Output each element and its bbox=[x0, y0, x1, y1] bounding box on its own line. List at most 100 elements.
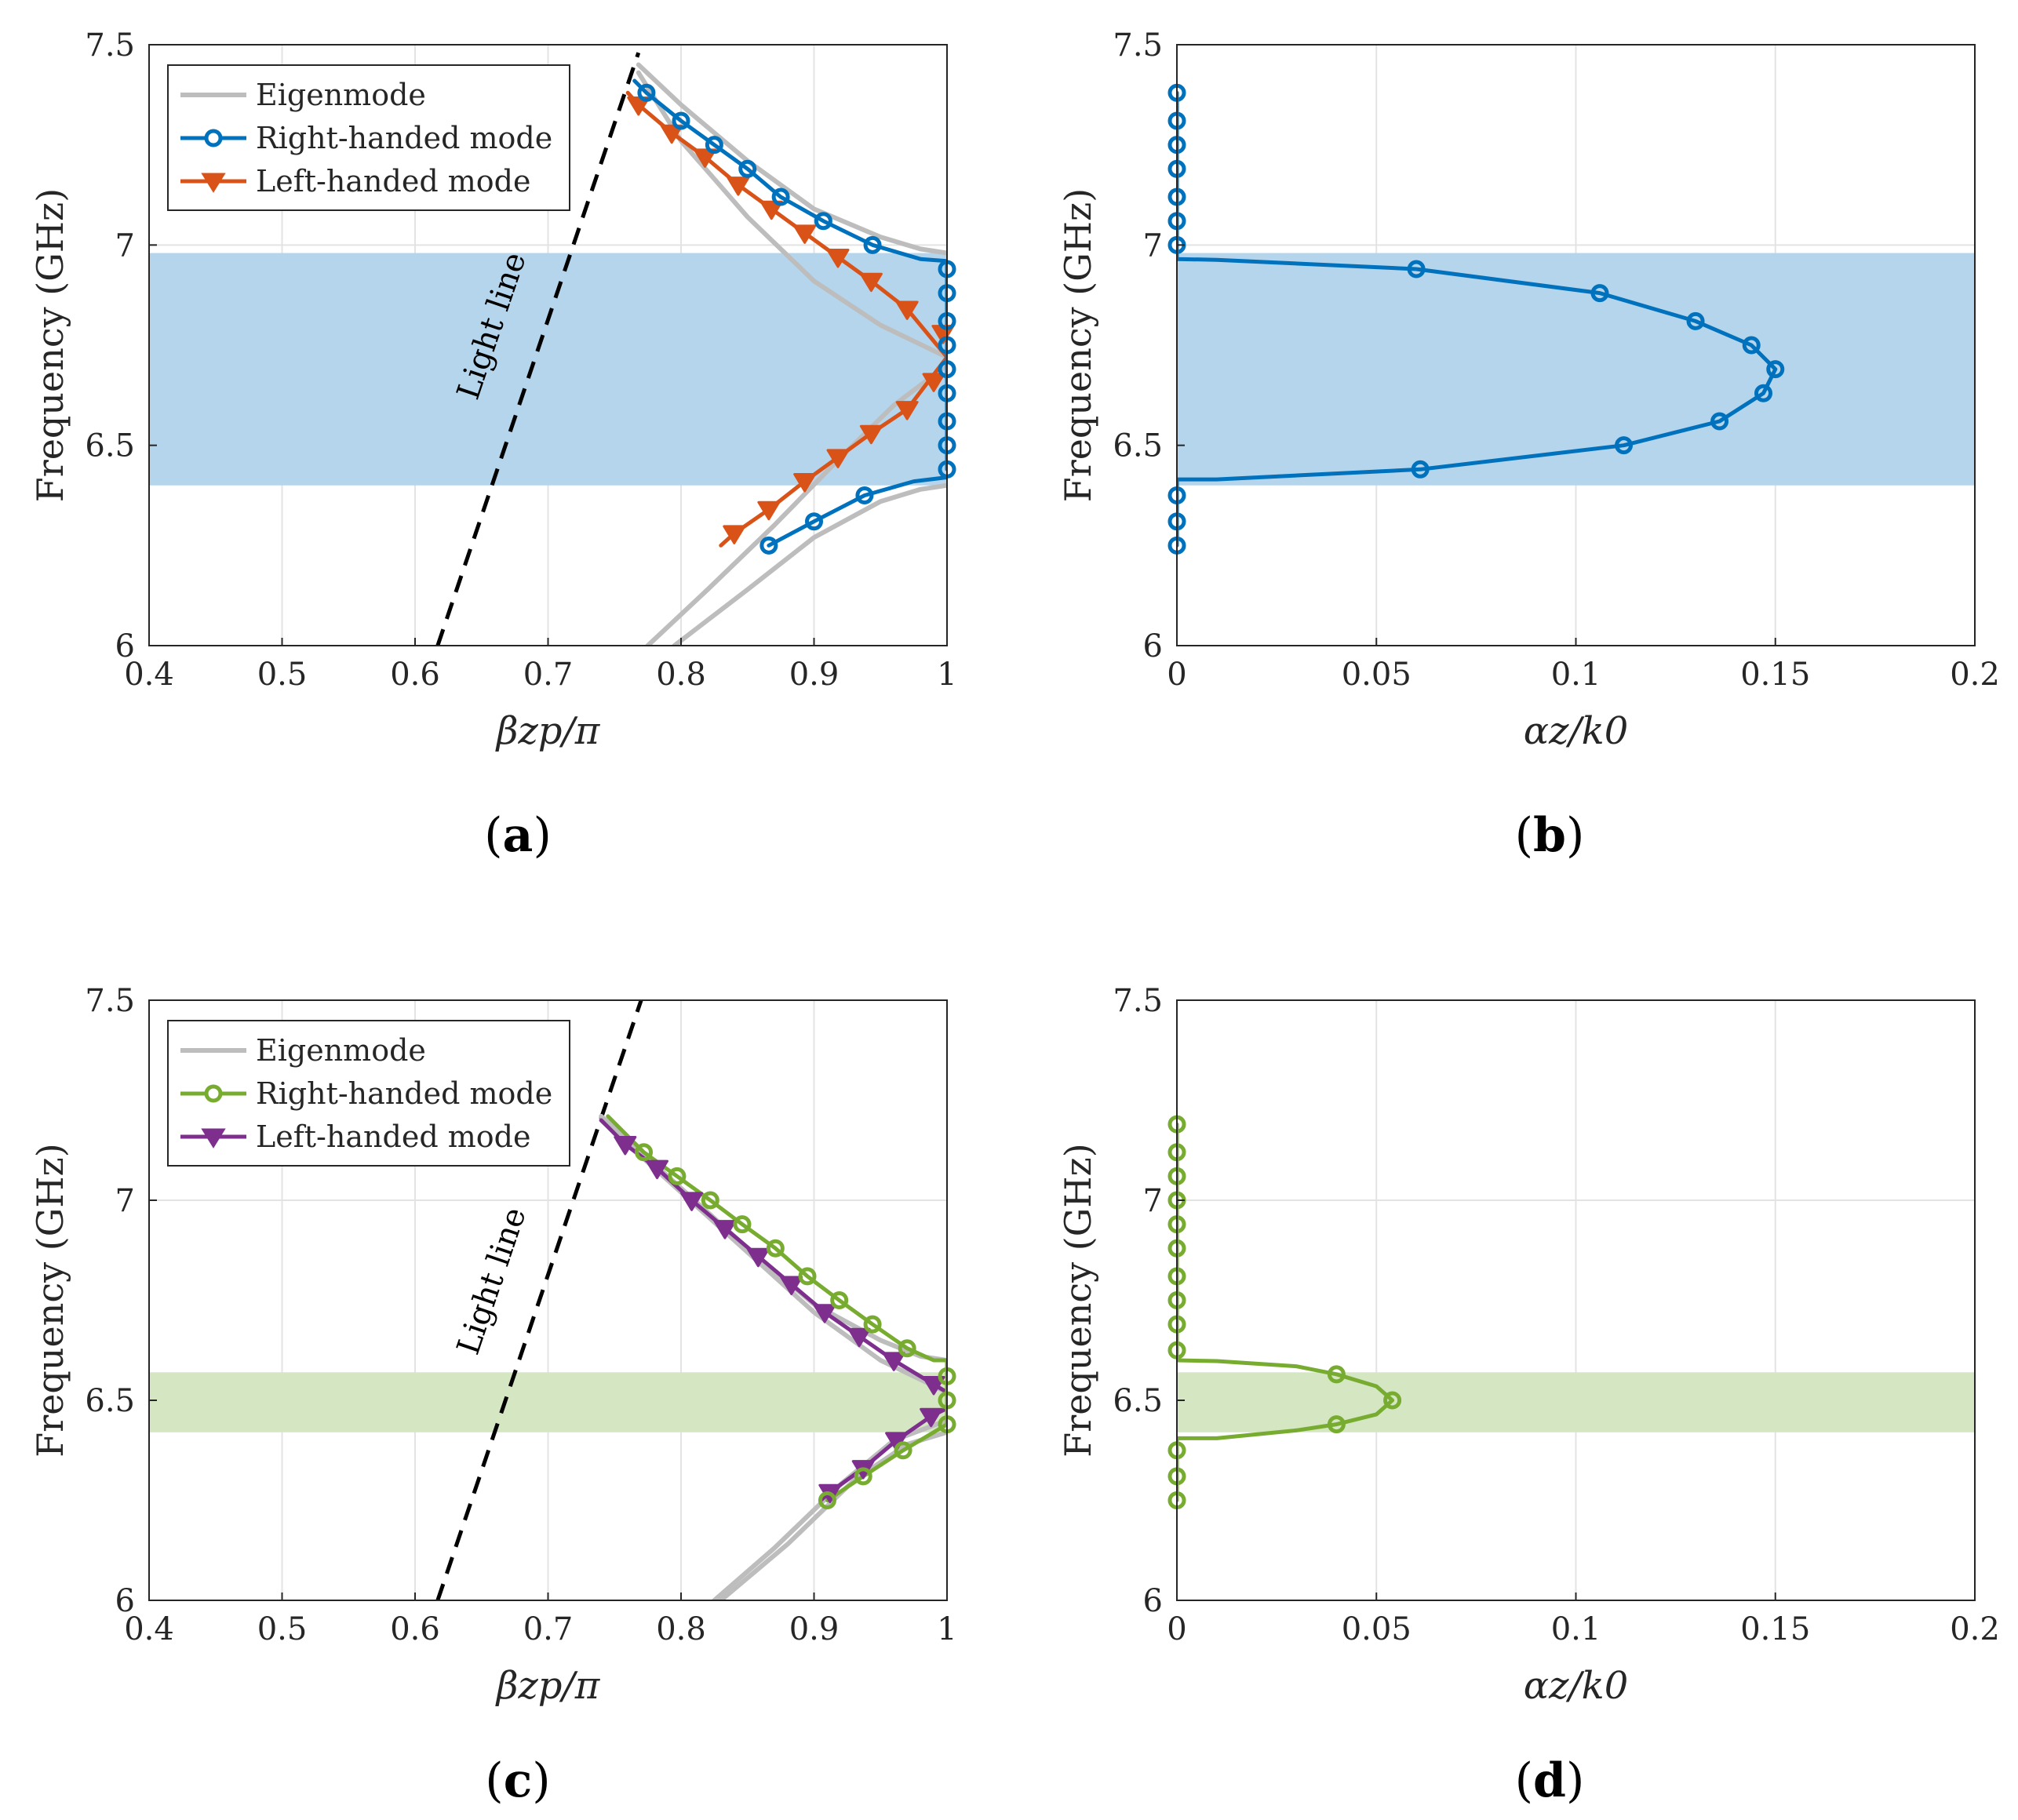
y-tick-label: 6.5 bbox=[85, 428, 135, 464]
marker-circle bbox=[759, 536, 778, 555]
marker-triangle bbox=[759, 200, 783, 220]
light-line bbox=[435, 52, 641, 646]
y-tick-label: 7.5 bbox=[1113, 27, 1163, 64]
plot-area bbox=[435, 52, 947, 646]
y-tick-label: 7 bbox=[1143, 228, 1163, 264]
grid bbox=[1176, 999, 1976, 1601]
stopband-region bbox=[149, 1372, 947, 1432]
marker-triangle bbox=[694, 148, 717, 168]
x-tick-label: 0.8 bbox=[656, 657, 706, 693]
legend-entry-label: Eigenmode bbox=[256, 1033, 426, 1068]
marker-triangle bbox=[920, 1407, 943, 1428]
marker-circle bbox=[894, 1441, 912, 1460]
marker-circle bbox=[798, 1267, 817, 1286]
x-tick-label: 0.7 bbox=[523, 1611, 574, 1647]
marker-circle bbox=[733, 1215, 752, 1234]
marker-circle bbox=[805, 512, 823, 531]
x-tick-label: 0.7 bbox=[523, 657, 574, 693]
marker-circle bbox=[1754, 384, 1772, 402]
panel-d: 0 0.05 0.1 0.15 0.2 6 6.5 7 7.5 Frequency (GHz) αz… bbox=[1057, 983, 2000, 1708]
marker-circle bbox=[1742, 336, 1761, 355]
series-line-rh bbox=[1177, 1122, 1395, 1502]
x-tick-label: 0.05 bbox=[1342, 657, 1412, 693]
y-axis-label: Frequency (GHz) bbox=[1057, 188, 1099, 502]
marker-circle bbox=[701, 1191, 719, 1210]
x-tick-label: 0.8 bbox=[656, 1611, 706, 1647]
x-tick-label: 0.5 bbox=[257, 657, 308, 693]
marker-circle bbox=[766, 1239, 785, 1258]
marker-circle bbox=[672, 111, 690, 130]
marker-circle bbox=[1383, 1391, 1402, 1410]
marker-triangle bbox=[882, 1352, 905, 1371]
marker-circle bbox=[771, 187, 790, 206]
marker-circle bbox=[668, 1167, 687, 1185]
x-tick-label: 0.1 bbox=[1551, 1611, 1601, 1647]
x-tick-label: 0.6 bbox=[390, 657, 440, 693]
x-tick-label: 0.15 bbox=[1740, 1611, 1810, 1647]
marker-triangle bbox=[680, 1192, 704, 1211]
legend-entry-label: Left-handed mode bbox=[256, 164, 530, 198]
marker-circle bbox=[637, 83, 656, 102]
marker-triangle bbox=[660, 124, 683, 144]
marker-triangle bbox=[757, 500, 781, 521]
x-tick-label: 0.05 bbox=[1342, 1611, 1412, 1647]
y-tick-label: 7 bbox=[1143, 1183, 1163, 1219]
caption-b: (b) bbox=[1515, 808, 1585, 863]
x-tick-label: 0.2 bbox=[1950, 1611, 2000, 1647]
marker-triangle bbox=[895, 401, 919, 420]
y-tick-label: 6.5 bbox=[85, 1383, 135, 1419]
marker-triangle bbox=[793, 224, 817, 244]
marker-circle bbox=[830, 1291, 849, 1309]
x-tick-label: 0.15 bbox=[1740, 657, 1810, 693]
x-tick-label: 1 bbox=[937, 1611, 956, 1647]
marker-triangle bbox=[859, 424, 883, 445]
caption-c: (c) bbox=[485, 1753, 550, 1808]
marker-triangle bbox=[826, 449, 850, 468]
light-line-label: Light line bbox=[450, 1203, 534, 1359]
legend-marker-circle bbox=[204, 1084, 223, 1103]
marker-circle bbox=[1411, 460, 1430, 479]
series-line-eigen bbox=[599, 1113, 947, 1363]
panel-a: 0.4 0.5 0.6 0.7 0.8 0.9 1 6 6.5 7 7.5 Frequency (GH… bbox=[29, 27, 957, 753]
series-line-eigen bbox=[718, 1429, 947, 1600]
y-tick-label: 7.5 bbox=[85, 983, 135, 1019]
legend-marker-triangle bbox=[201, 173, 226, 193]
y-tick-label: 6 bbox=[115, 1583, 135, 1619]
marker-circle bbox=[854, 1467, 872, 1486]
y-axis-label: Frequency (GHz) bbox=[29, 1143, 71, 1457]
x-tick-label: 0 bbox=[1167, 1611, 1186, 1647]
marker-circle bbox=[1710, 412, 1729, 431]
x-tick-label: 0 bbox=[1167, 657, 1186, 693]
y-tick-label: 6 bbox=[115, 628, 135, 664]
marker-triangle bbox=[793, 473, 817, 493]
x-axis-label: αz/k0 bbox=[1524, 709, 1629, 753]
marker-circle bbox=[738, 159, 757, 178]
marker-circle bbox=[1615, 436, 1634, 455]
series-line-rh bbox=[606, 1114, 947, 1427]
stopband-region bbox=[1177, 1372, 1975, 1432]
marker-triangle bbox=[895, 300, 919, 320]
x-tick-label: 0.4 bbox=[124, 657, 174, 693]
legend-marker-triangle bbox=[201, 1128, 226, 1148]
legend: Eigenmode Right-handed mode Left-handed mo… bbox=[167, 64, 570, 211]
x-axis-label: βzp/π bbox=[495, 709, 601, 753]
marker-circle bbox=[635, 1143, 654, 1162]
marker-circle bbox=[1407, 260, 1426, 278]
stopband-region bbox=[149, 253, 947, 486]
x-tick-label: 0.5 bbox=[257, 1611, 308, 1647]
y-tick-label: 7 bbox=[115, 228, 135, 264]
legend-entry-label: Eigenmode bbox=[256, 78, 426, 112]
series-line-rh bbox=[632, 78, 947, 471]
legend-entry-label: Right-handed mode bbox=[256, 1076, 552, 1111]
caption-d: (d) bbox=[1515, 1753, 1585, 1808]
y-tick-label: 7 bbox=[115, 1183, 135, 1219]
legend-marker-circle bbox=[204, 129, 223, 147]
marker-circle bbox=[855, 486, 874, 504]
series-line-rh bbox=[767, 475, 947, 548]
marker-triangle bbox=[713, 1220, 737, 1239]
panel-b: 0 0.05 0.1 0.15 0.2 6 6.5 7 7.5 Frequency (GHz) αz… bbox=[1057, 27, 2000, 753]
x-tick-label: 0.2 bbox=[1950, 657, 2000, 693]
series-line-rh bbox=[825, 1422, 947, 1502]
marker-triangle bbox=[922, 373, 945, 392]
